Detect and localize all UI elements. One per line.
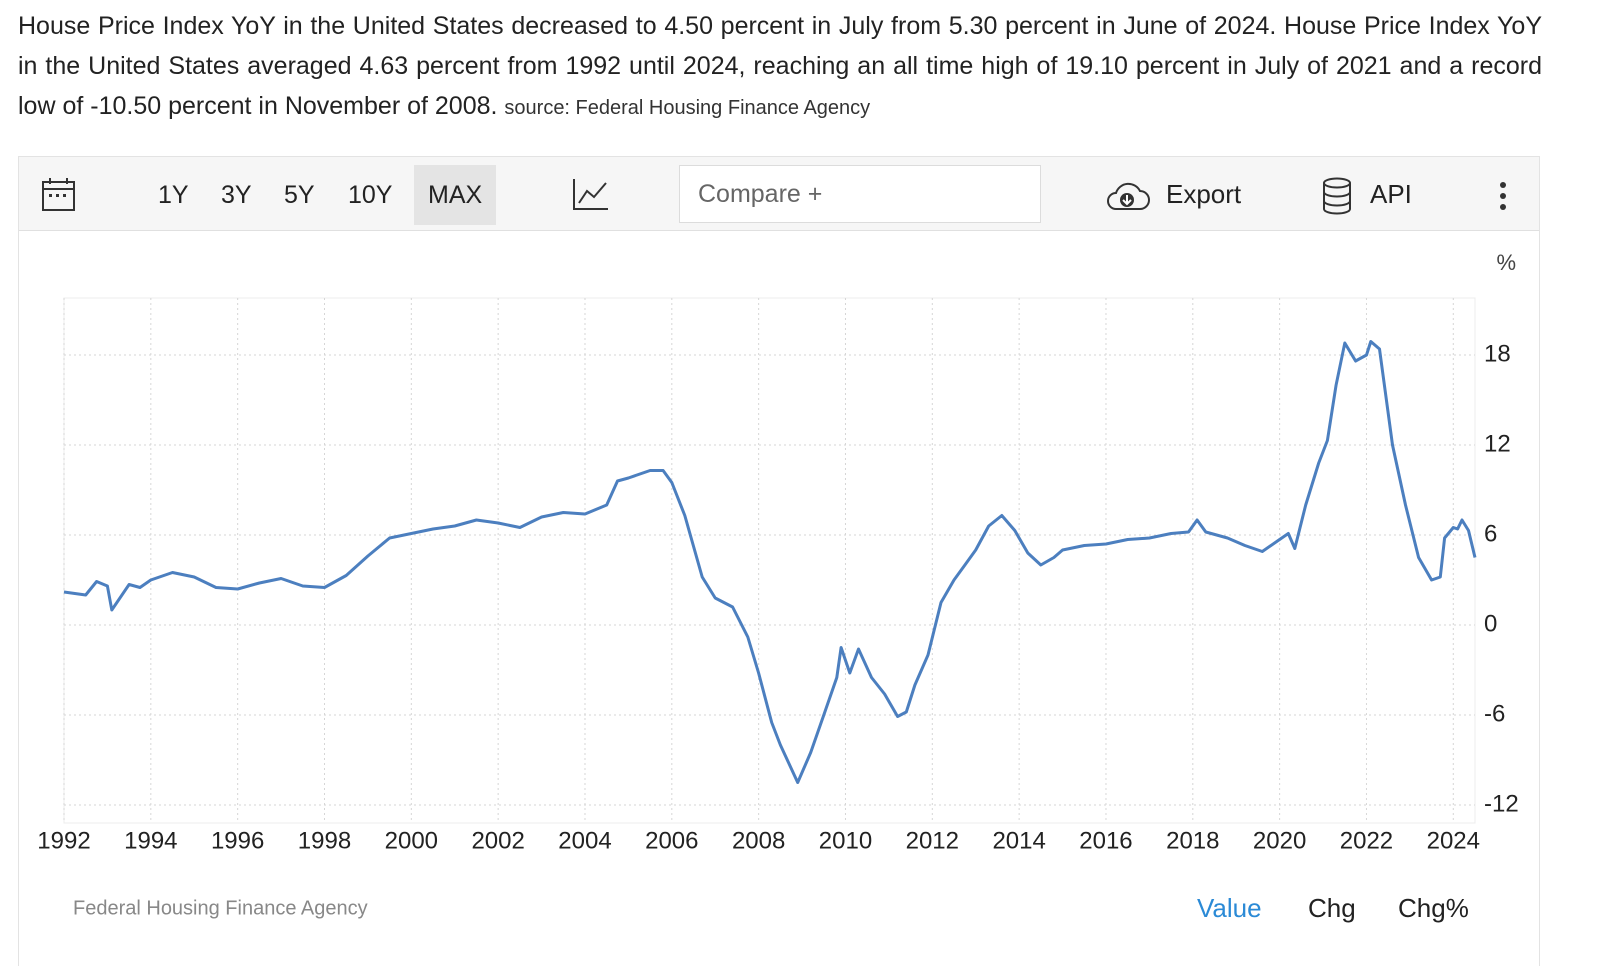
more-icon[interactable]: [1495, 181, 1511, 211]
compare-input[interactable]: Compare +: [679, 165, 1041, 223]
x-tick-label: 2016: [1079, 827, 1132, 854]
view-tab[interactable]: Chg%: [1398, 893, 1469, 923]
range-button[interactable]: 1Y: [158, 181, 189, 209]
data-line: [63, 340, 1477, 784]
y-tick-label: -12: [1484, 790, 1519, 817]
range-button[interactable]: 5Y: [284, 181, 315, 209]
view-tab[interactable]: Value: [1197, 893, 1262, 923]
x-tick-label: 2000: [385, 827, 438, 854]
range-button[interactable]: 10Y: [348, 181, 393, 209]
x-tick-label: 2004: [558, 827, 611, 854]
x-tick-label: 2020: [1253, 827, 1306, 854]
x-tick-label: 2014: [992, 827, 1045, 854]
x-tick-label: 2008: [732, 827, 785, 854]
x-tick-label: 1994: [124, 827, 177, 854]
y-tick-label: 12: [1484, 430, 1511, 457]
description-source: source: Federal Housing Finance Agency: [504, 97, 871, 119]
description-text: House Price Index YoY in the United Stat…: [18, 12, 1542, 120]
chart-source: Federal Housing Finance Agency: [73, 897, 368, 919]
x-tick-label: 1998: [298, 827, 351, 854]
x-tick-label: 2012: [906, 827, 959, 854]
x-tick-label: 1996: [211, 827, 264, 854]
api-icon[interactable]: [1321, 177, 1353, 215]
y-tick-label: 18: [1484, 340, 1511, 367]
calendar-icon[interactable]: [41, 177, 77, 213]
x-tick-label: 2006: [645, 827, 698, 854]
x-tick-label: 2024: [1427, 827, 1480, 854]
view-tab[interactable]: Chg: [1308, 893, 1356, 923]
x-tick-label: 2010: [819, 827, 872, 854]
export-icon[interactable]: [1104, 181, 1150, 213]
description: House Price Index YoY in the United Stat…: [18, 6, 1542, 128]
range-button[interactable]: 3Y: [221, 181, 252, 209]
y-tick-label: 0: [1484, 610, 1497, 637]
toolbar: 1Y 3Y 5Y 10Y MAX Compare + Export API: [19, 157, 1539, 231]
x-tick-label: 2022: [1340, 827, 1393, 854]
unit-label: %: [1496, 250, 1516, 275]
y-tick-label: -6: [1484, 700, 1505, 727]
plot-area: [63, 297, 1476, 824]
chart-frame: [18, 156, 1540, 966]
range-button[interactable]: MAX: [414, 165, 497, 225]
export-button[interactable]: Export: [1166, 179, 1242, 209]
api-button[interactable]: API: [1370, 179, 1412, 209]
x-tick-label: 2002: [471, 827, 524, 854]
x-tick-label: 2018: [1166, 827, 1219, 854]
chart-type-icon[interactable]: [572, 177, 610, 213]
x-tick-label: 1992: [37, 827, 90, 854]
y-tick-label: 6: [1484, 520, 1497, 547]
